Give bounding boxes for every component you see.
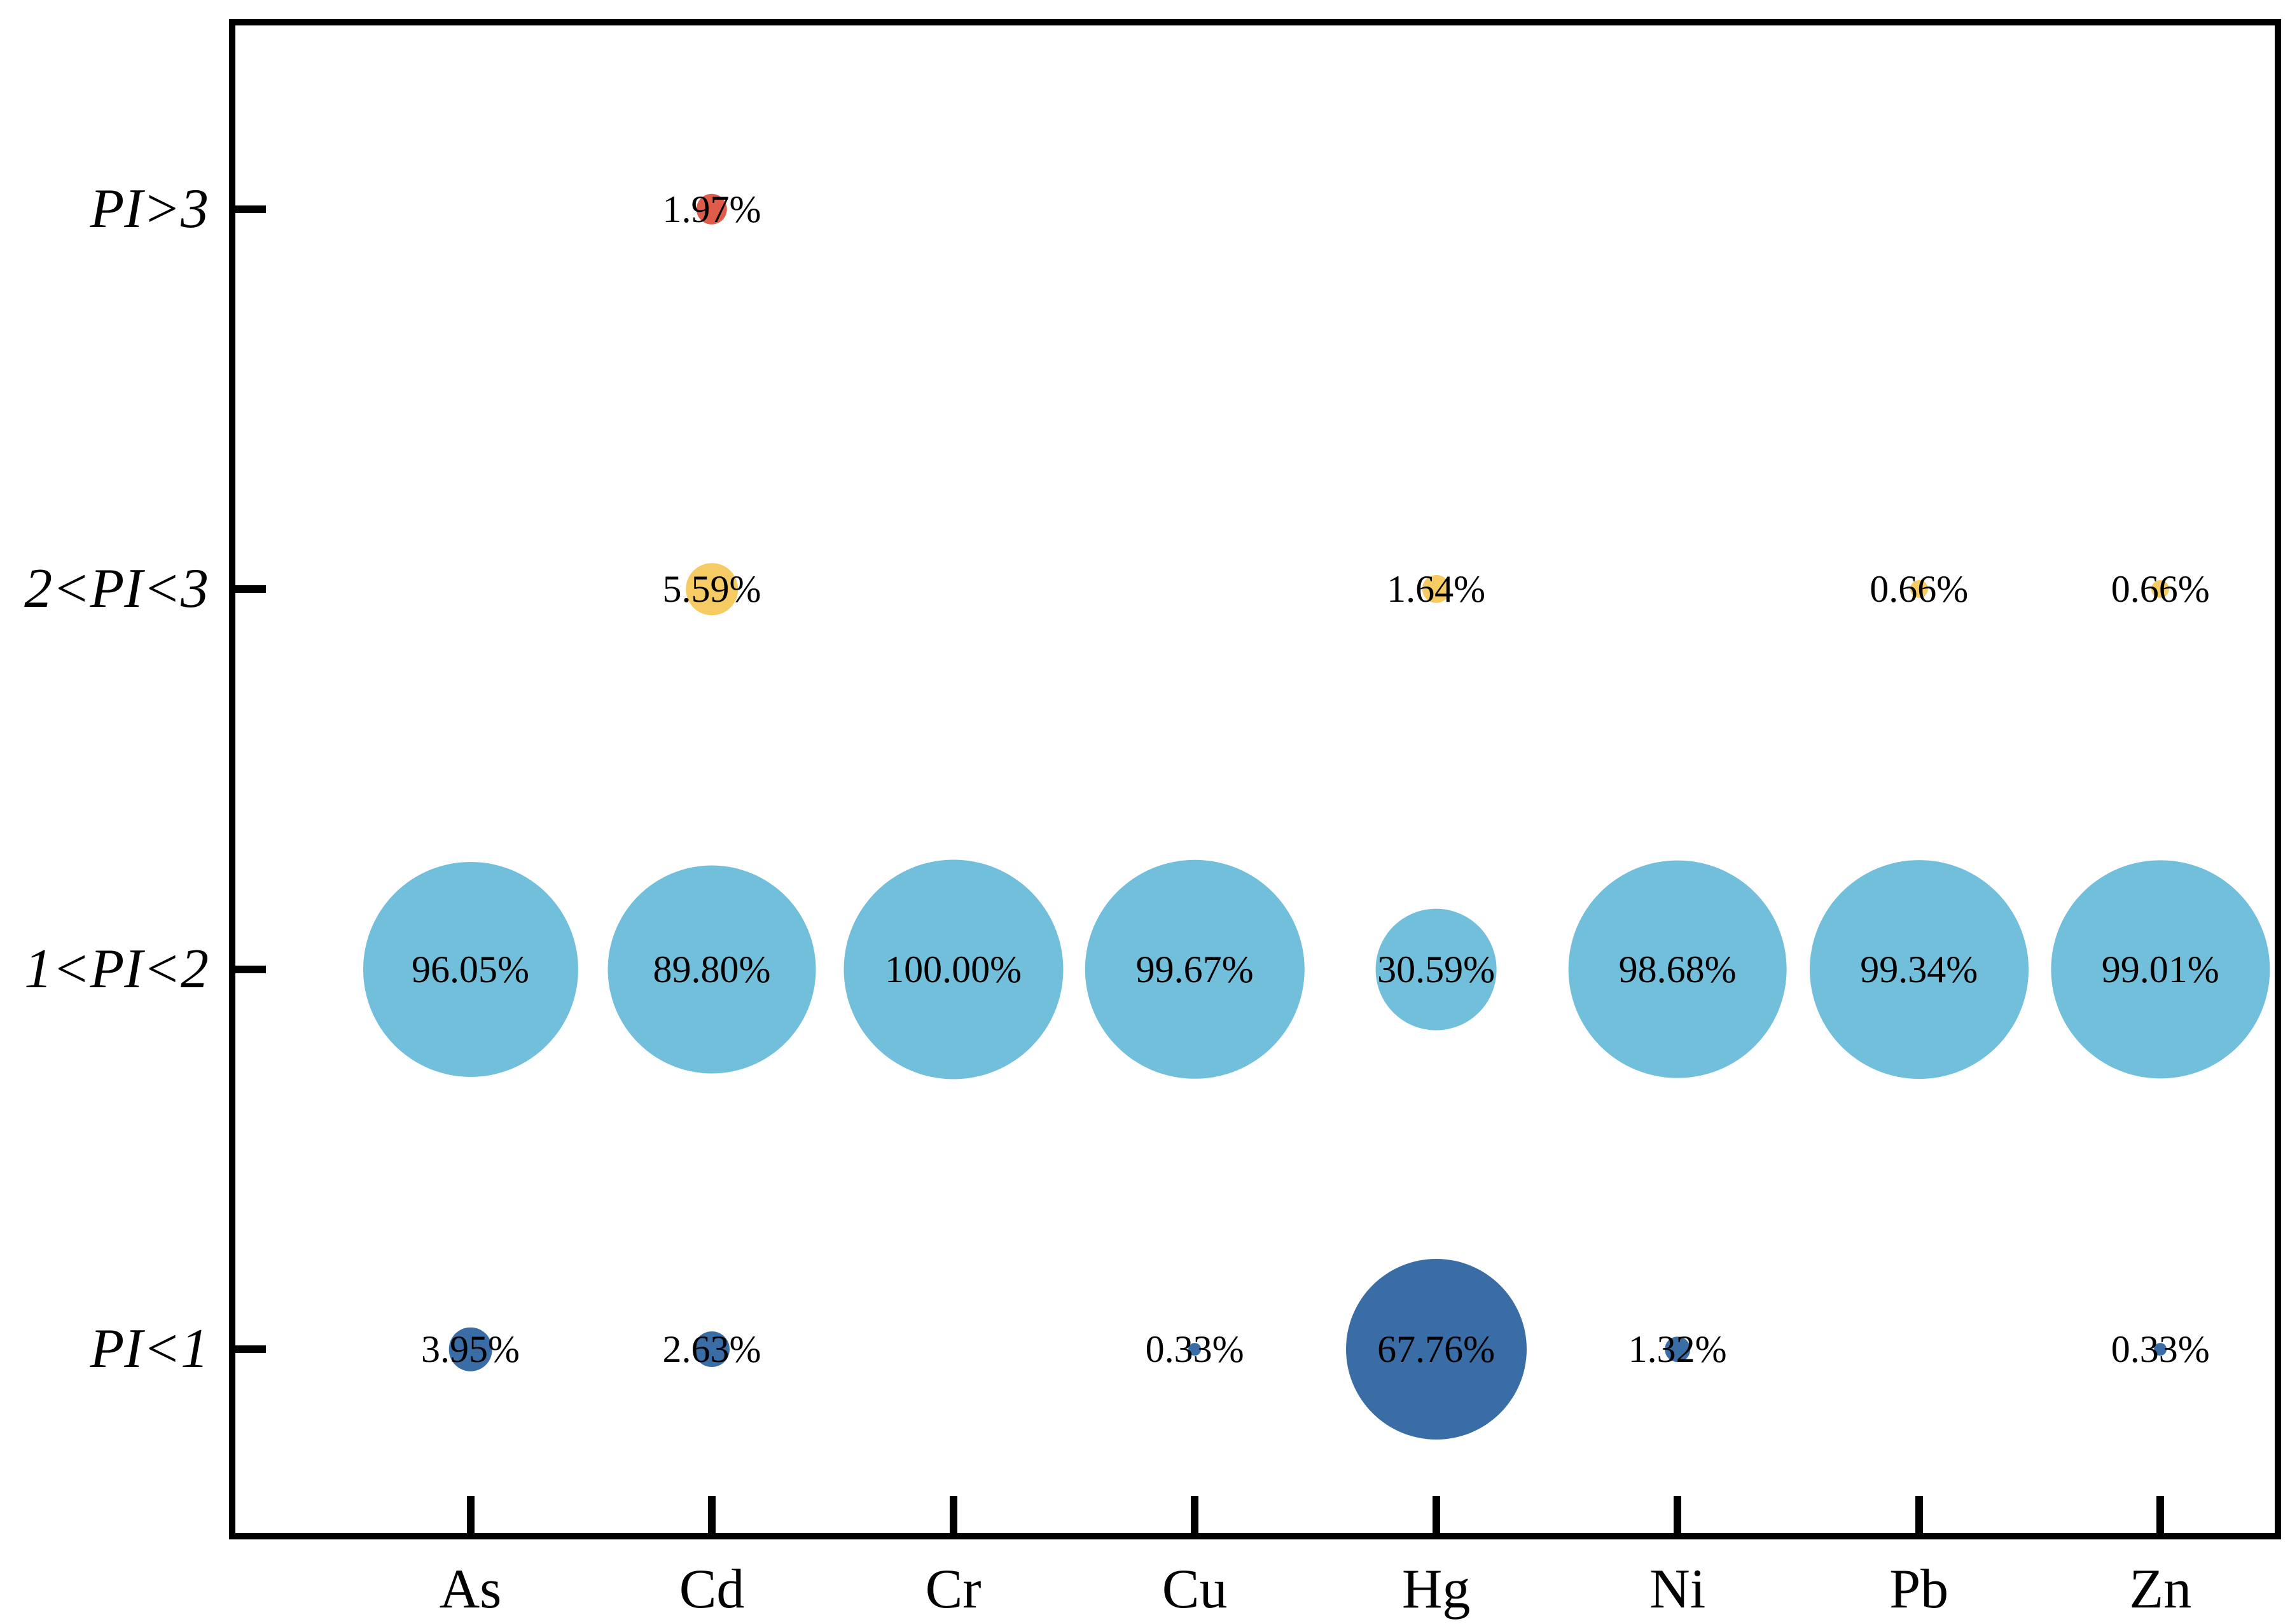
bubble bbox=[1665, 1336, 1690, 1363]
y-tick bbox=[235, 965, 266, 973]
x-tick bbox=[708, 1496, 716, 1533]
x-axis-label: As bbox=[439, 1558, 502, 1620]
bubble bbox=[843, 859, 1064, 1079]
bubble-label: 0.33% bbox=[2111, 1328, 2210, 1371]
bubble-label: 3.95% bbox=[421, 1328, 520, 1371]
bubble-label: 99.01% bbox=[2101, 948, 2219, 990]
y-tick bbox=[235, 585, 266, 593]
x-axis-label: Hg bbox=[1401, 1558, 1471, 1620]
x-tick bbox=[1915, 1496, 1923, 1533]
bubble-label: 67.76% bbox=[1377, 1328, 1495, 1371]
bubble-label: 1.97% bbox=[662, 188, 761, 230]
bubble-label: 0.66% bbox=[2111, 568, 2210, 611]
x-tick bbox=[466, 1496, 475, 1533]
x-axis-label: Pb bbox=[1889, 1558, 1949, 1620]
bubble-label: 89.80% bbox=[653, 948, 771, 990]
bubble bbox=[694, 1331, 730, 1368]
bubble-label: 1.32% bbox=[1628, 1328, 1727, 1371]
y-axis-label: 2<PI<3 bbox=[24, 558, 209, 620]
bubble bbox=[448, 1327, 492, 1371]
bubble bbox=[1809, 859, 2029, 1079]
x-axis-label: Ni bbox=[1649, 1558, 1706, 1620]
x-axis-label: Cd bbox=[679, 1558, 745, 1620]
bubble-label: 99.67% bbox=[1135, 948, 1254, 990]
bubble bbox=[696, 193, 728, 225]
bubble bbox=[1188, 1343, 1202, 1356]
bubble bbox=[686, 563, 738, 616]
bubble-label: 30.59% bbox=[1377, 948, 1495, 990]
bubble bbox=[2151, 580, 2170, 599]
bubble bbox=[1345, 1259, 1527, 1440]
x-tick bbox=[1191, 1496, 1199, 1533]
bubble-label: 96.05% bbox=[412, 948, 530, 990]
x-tick bbox=[1674, 1496, 1682, 1533]
x-tick bbox=[949, 1496, 957, 1533]
y-tick bbox=[235, 1345, 266, 1354]
bubble-label: 2.63% bbox=[662, 1328, 761, 1371]
y-axis-label: PI<1 bbox=[90, 1318, 209, 1380]
x-tick bbox=[1432, 1496, 1440, 1533]
bubble bbox=[1422, 575, 1450, 604]
plot-area bbox=[229, 19, 2281, 1539]
x-axis-label: Cu bbox=[1162, 1558, 1228, 1620]
y-tick bbox=[235, 205, 266, 213]
y-axis-label: 1<PI<2 bbox=[24, 938, 209, 1000]
y-axis-label: PI>3 bbox=[90, 177, 209, 240]
x-axis-label: Zn bbox=[2129, 1558, 2192, 1620]
bubble bbox=[2051, 860, 2270, 1079]
bubble bbox=[1910, 580, 1928, 599]
bubble-label: 100.00% bbox=[885, 948, 1022, 990]
bubble-label: 5.59% bbox=[662, 568, 761, 611]
bubble bbox=[363, 861, 578, 1077]
bubble bbox=[2154, 1343, 2167, 1356]
x-axis-label: Cr bbox=[925, 1558, 982, 1620]
bubble-label: 0.66% bbox=[1870, 568, 1969, 611]
bubble-label: 0.33% bbox=[1145, 1328, 1244, 1371]
x-tick bbox=[2156, 1496, 2165, 1533]
bubble bbox=[1568, 860, 1787, 1079]
bubble bbox=[1085, 859, 1305, 1079]
bubble-label: 99.34% bbox=[1860, 948, 1978, 990]
bubble-label: 98.68% bbox=[1618, 948, 1737, 990]
bubble-label: 1.64% bbox=[1387, 568, 1486, 611]
bubble bbox=[607, 865, 816, 1074]
bubble bbox=[1375, 908, 1497, 1031]
